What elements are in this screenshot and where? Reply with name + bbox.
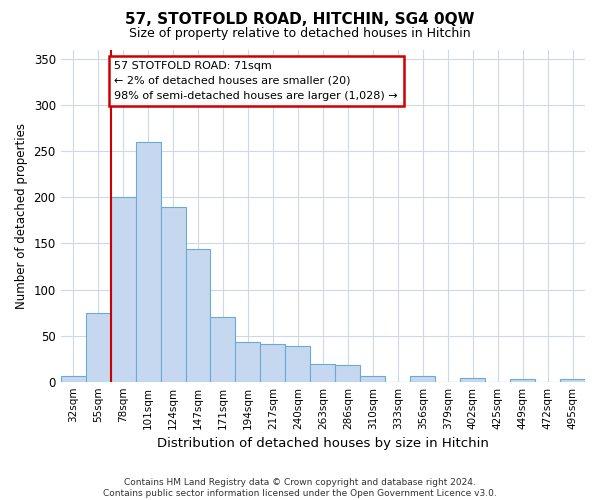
Bar xyxy=(310,364,335,382)
X-axis label: Distribution of detached houses by size in Hitchin: Distribution of detached houses by size … xyxy=(157,437,489,450)
Bar xyxy=(86,312,110,382)
Y-axis label: Number of detached properties: Number of detached properties xyxy=(15,123,28,309)
Bar xyxy=(61,376,86,382)
Bar xyxy=(286,346,310,382)
Bar xyxy=(460,378,485,382)
Text: Contains HM Land Registry data © Crown copyright and database right 2024.
Contai: Contains HM Land Registry data © Crown c… xyxy=(103,478,497,498)
Bar xyxy=(335,365,360,382)
Bar xyxy=(360,376,385,382)
Bar xyxy=(560,379,585,382)
Bar xyxy=(235,342,260,382)
Text: 57 STOTFOLD ROAD: 71sqm
← 2% of detached houses are smaller (20)
98% of semi-det: 57 STOTFOLD ROAD: 71sqm ← 2% of detached… xyxy=(115,61,398,100)
Text: 57, STOTFOLD ROAD, HITCHIN, SG4 0QW: 57, STOTFOLD ROAD, HITCHIN, SG4 0QW xyxy=(125,12,475,28)
Bar xyxy=(260,344,286,382)
Bar xyxy=(136,142,161,382)
Bar xyxy=(110,198,136,382)
Bar xyxy=(161,206,185,382)
Bar xyxy=(185,249,211,382)
Bar xyxy=(510,379,535,382)
Bar xyxy=(410,376,435,382)
Bar xyxy=(211,317,235,382)
Text: Size of property relative to detached houses in Hitchin: Size of property relative to detached ho… xyxy=(129,28,471,40)
